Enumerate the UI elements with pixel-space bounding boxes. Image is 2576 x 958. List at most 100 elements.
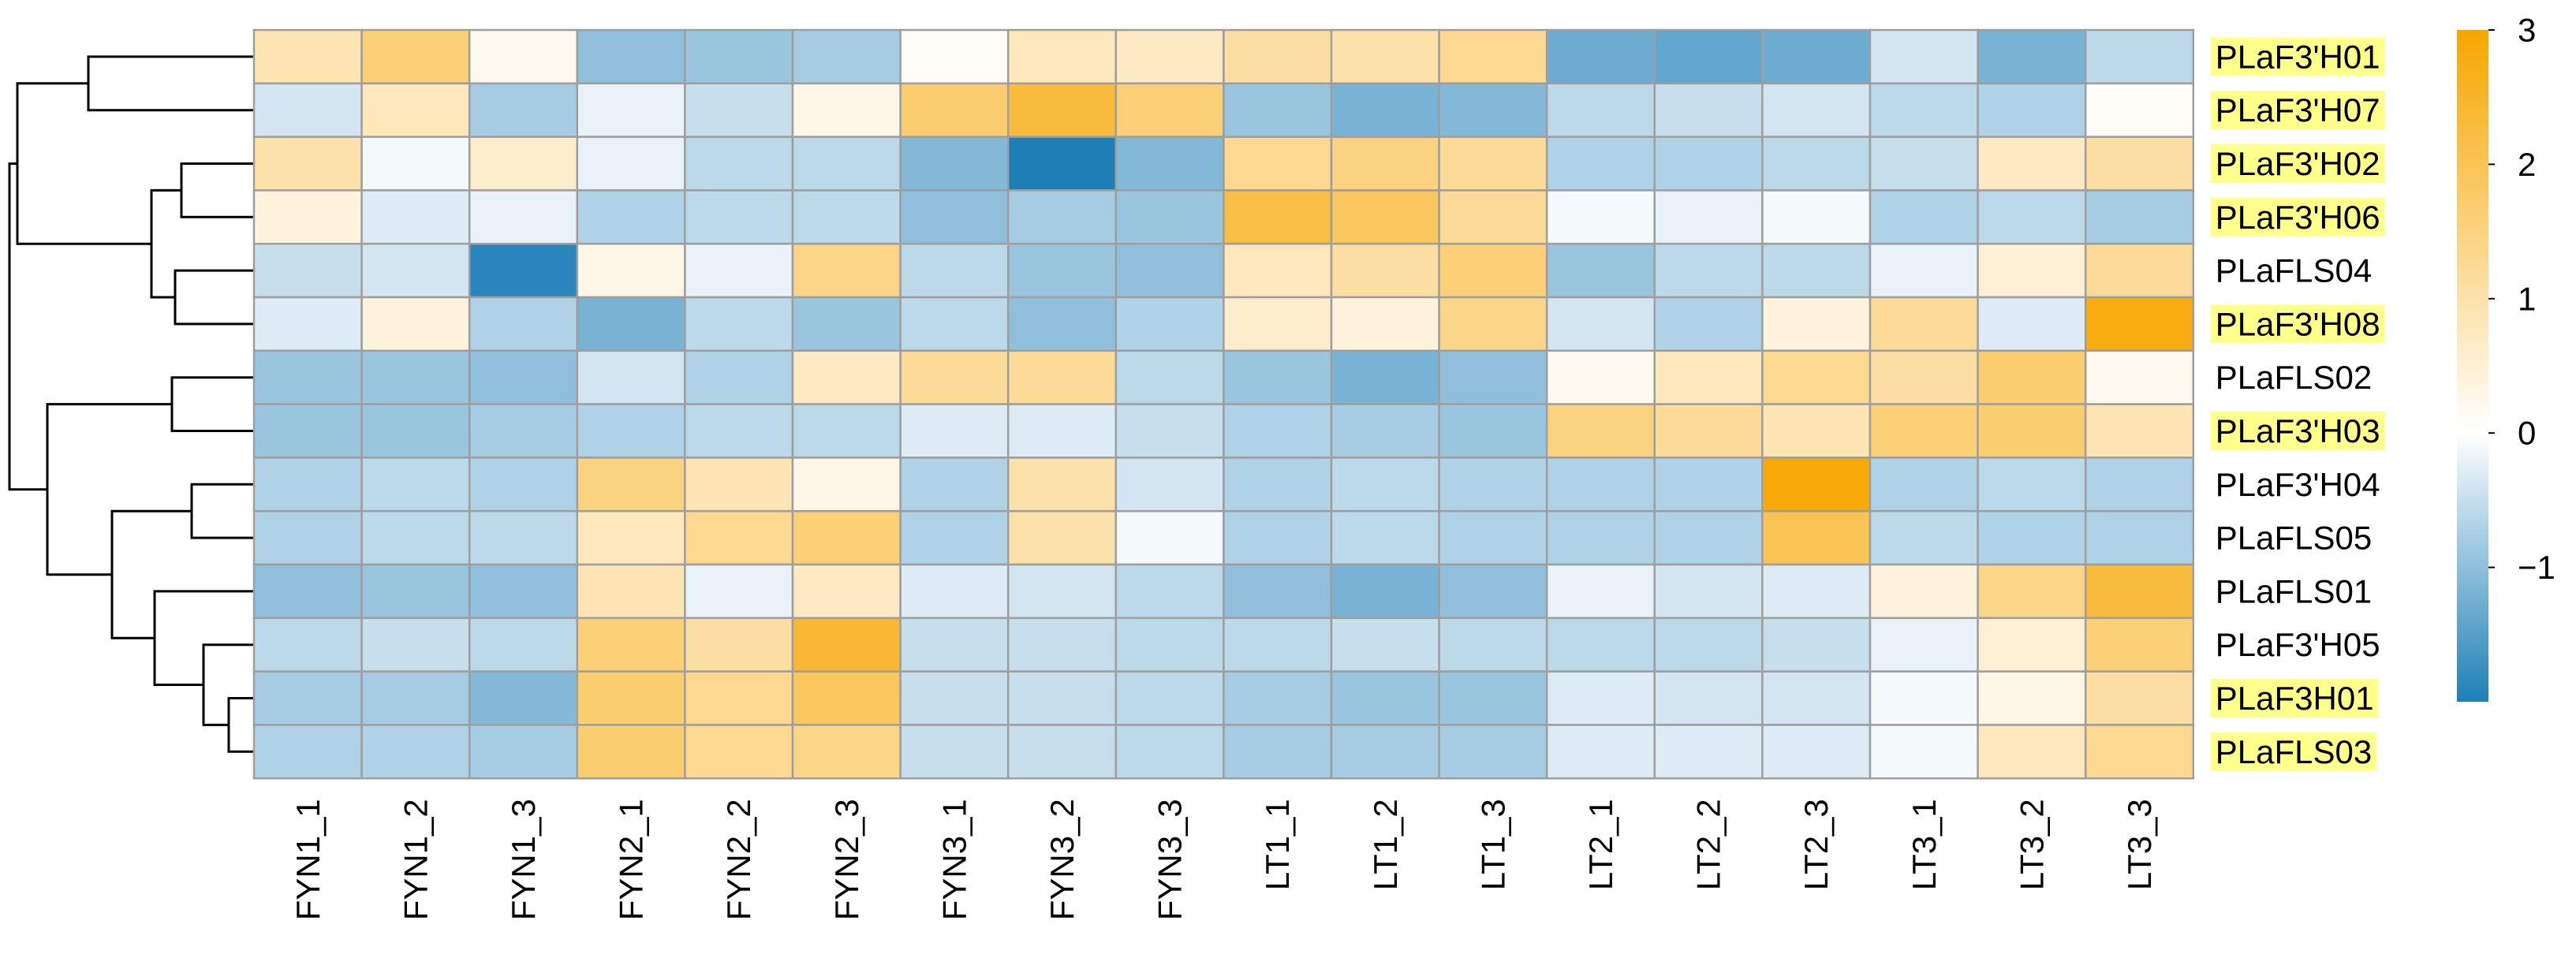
- column-label: LT1_3: [1474, 799, 1511, 890]
- heatmap-cell: [1006, 563, 1118, 620]
- heatmap-cell: [252, 670, 363, 726]
- dendrogram-branch: [87, 55, 254, 112]
- heatmap-cell: [791, 617, 902, 673]
- heatmap-cell: [1977, 617, 2087, 673]
- column-label: LT3_2: [2013, 799, 2050, 890]
- heatmap-cell: [1223, 136, 1333, 192]
- heatmap-cell: [1545, 296, 1656, 352]
- heatmap-cell: [1330, 457, 1440, 513]
- heatmap-cell: [899, 296, 1010, 352]
- dendrogram-branch: [180, 162, 254, 218]
- heatmap-cell: [252, 403, 363, 459]
- row-label: PLaF3'H02: [2216, 145, 2380, 182]
- heatmap-cell: [1438, 242, 1548, 299]
- row-label: PLaF3'H04: [2216, 466, 2380, 503]
- heatmap-cell: [360, 189, 471, 245]
- heatmap-cell: [899, 189, 1010, 245]
- heatmap-cell: [1977, 242, 2087, 299]
- legend-colorbar: [2457, 30, 2488, 702]
- dendrogram-branch: [190, 483, 254, 539]
- column-label: LT2_2: [1690, 799, 1727, 890]
- dendrogram-branch: [170, 376, 254, 432]
- heatmap-cell: [576, 724, 686, 780]
- heatmap-cell: [1330, 242, 1440, 299]
- heatmap-cell: [1330, 28, 1440, 85]
- heatmap-cell: [1006, 189, 1118, 245]
- heatmap-cell: [360, 296, 471, 352]
- heatmap-cell: [1653, 242, 1764, 299]
- heatmap-cell: [576, 136, 686, 192]
- row-label-highlight: [2210, 732, 2377, 771]
- heatmap-cell: [1114, 189, 1225, 245]
- heatmap-cell: [1223, 670, 1333, 726]
- heatmap-cell: [1761, 403, 1872, 459]
- heatmap-cell: [2084, 509, 2195, 566]
- heatmap-cell: [1653, 563, 1764, 620]
- heatmap-cell: [360, 242, 471, 299]
- row-label: PLaFLS05: [2216, 520, 2372, 557]
- heatmap-cell: [1330, 403, 1440, 459]
- row-label: PLaF3'H01: [2216, 38, 2380, 75]
- column-label: FYN1_3: [505, 799, 542, 920]
- heatmap-cell: [1977, 403, 2087, 459]
- heatmap-cell: [468, 457, 579, 513]
- heatmap-cell: [468, 617, 579, 673]
- heatmap-cell: [1223, 509, 1333, 566]
- heatmap-cell: [1330, 82, 1440, 138]
- heatmap-cell: [2084, 403, 2195, 459]
- heatmap-cell: [1761, 617, 1872, 673]
- heatmap-cell: [1438, 563, 1548, 620]
- heatmap-cell: [899, 563, 1010, 620]
- heatmap-cell: [684, 82, 794, 138]
- heatmap-cell: [360, 509, 471, 566]
- heatmap-cell: [2084, 82, 2195, 138]
- heatmap-cell: [1438, 403, 1548, 459]
- row-label: PLaF3'H05: [2216, 626, 2380, 663]
- heatmap-cell: [1330, 136, 1440, 192]
- heatmap-cell: [1653, 82, 1764, 138]
- heatmap-cell: [791, 242, 902, 299]
- heatmap-cell: [1545, 563, 1656, 620]
- row-label: PLaF3H01: [2216, 680, 2374, 717]
- heatmap-cell: [684, 189, 794, 245]
- heatmap-cell: [899, 617, 1010, 673]
- legend-tick-label: 0: [2518, 415, 2536, 452]
- heatmap-cell: [1761, 242, 1872, 299]
- heatmap-cell: [1114, 82, 1225, 138]
- heatmap-cell: [360, 82, 471, 138]
- heatmap-cell: [791, 296, 902, 352]
- heatmap-cell: [252, 563, 363, 620]
- heatmap-cell: [1223, 349, 1333, 405]
- heatmap-cell: [1223, 724, 1333, 780]
- heatmap-cell: [1977, 349, 2087, 405]
- heatmap-cell: [1653, 136, 1764, 192]
- heatmap-cell: [684, 136, 794, 192]
- heatmap-cell: [360, 403, 471, 459]
- heatmap-cell: [1438, 136, 1548, 192]
- heatmap-cell: [1869, 349, 1979, 405]
- heatmap-cell: [1114, 724, 1225, 780]
- heatmap-cell: [468, 189, 579, 245]
- column-label: FYN3_1: [935, 799, 973, 920]
- heatmap-cell: [791, 349, 902, 405]
- heatmap-cell: [1223, 403, 1333, 459]
- heatmap-cell: [1761, 189, 1872, 245]
- heatmap-cell: [468, 82, 579, 138]
- column-label: LT2_1: [1582, 799, 1619, 890]
- heatmap-cell: [252, 349, 363, 405]
- row-dendrogram: [8, 55, 254, 753]
- heatmap-cell: [899, 457, 1010, 513]
- row-label: PLaF3'H07: [2216, 91, 2380, 129]
- heatmap-cell: [1869, 457, 1979, 513]
- heatmap-cell: [1869, 28, 1979, 85]
- row-label: PLaF3'H08: [2216, 305, 2380, 342]
- dendrogram-branch: [150, 188, 181, 299]
- heatmap-cell: [1545, 617, 1656, 673]
- heatmap-cell: [360, 457, 471, 513]
- heatmap-cell: [684, 670, 794, 726]
- heatmap-cell: [1330, 563, 1440, 620]
- heatmap-cell: [1761, 349, 1872, 405]
- heatmap-cell: [360, 136, 471, 192]
- row-labels: PLaF3'H01 PLaF3'H07 PLaF3'H02 PLaF3'H06 PLaF…: [2210, 37, 2385, 771]
- heatmap-cell: [1114, 617, 1225, 673]
